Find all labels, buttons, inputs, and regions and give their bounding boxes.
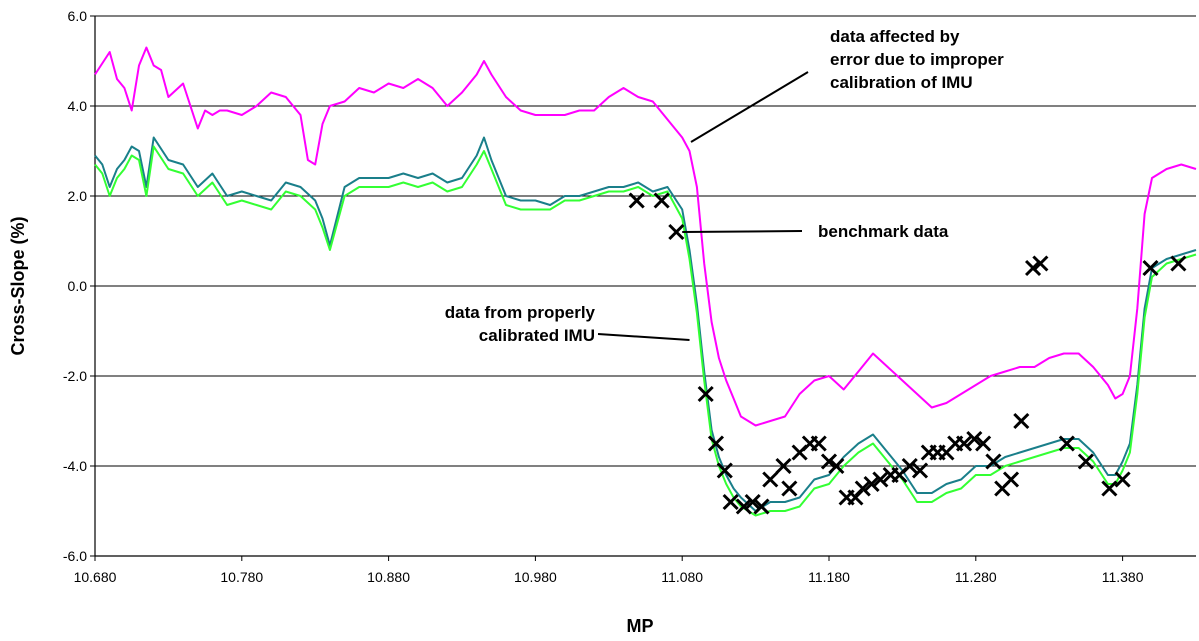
gridlines [95,105,1196,467]
benchmark-marker [985,453,1002,470]
x-tick-label: 10.880 [367,569,410,585]
benchmark-marker [1024,259,1042,277]
annotation-text: error due to improper [830,50,1004,69]
benchmark-marker [697,385,714,403]
benchmark-marker [975,435,992,452]
benchmark-marker [753,498,770,515]
benchmark-marker [966,430,983,448]
benchmark-marker [863,475,880,493]
benchmark-marker [735,498,752,515]
y-tick-label: 6.0 [68,8,88,24]
y-tick-label: 2.0 [68,188,88,204]
x-tick-label: 10.780 [220,569,263,585]
benchmark-marker [1058,435,1075,452]
benchmark-marker [628,192,645,209]
benchmark-marker [1002,471,1020,488]
y-tick-label: -4.0 [63,458,87,474]
benchmark-marker [901,457,918,475]
benchmark-marker [1013,412,1030,430]
benchmark-marker [1077,453,1094,470]
benchmark-marker [722,493,739,511]
benchmark-marker [716,462,733,479]
benchmark-marker [955,435,973,452]
y-tick-label: 4.0 [68,98,88,114]
benchmark-markers [628,192,1187,515]
annotation-text: benchmark data [818,222,949,241]
benchmark-marker [1032,255,1049,272]
benchmark-marker [872,471,889,488]
axes [90,15,1196,561]
y-axis-title: Cross-Slope (%) [8,216,28,355]
x-tick-label: 10.680 [74,569,117,585]
benchmark-marker [653,192,670,209]
annotation-leader-line [597,333,690,341]
benchmark-marker [1142,259,1159,277]
series-line-green [94,145,1197,517]
benchmark-marker [854,480,871,497]
benchmark-marker [781,480,798,497]
y-tick-label: -2.0 [63,368,87,384]
benchmark-marker [707,435,725,452]
benchmark-marker [828,457,845,475]
benchmark-marker [820,453,838,470]
annotations: data affected by error due to improper cal… [445,27,1004,345]
tick-labels: 6.0 4.0 2.0 0.0 -2.0 -4.0 -6.0 10.680 10.780 10.8… [63,8,1144,585]
x-axis-title: MP [627,616,654,636]
benchmark-marker [762,471,779,488]
x-tick-label: 11.280 [955,569,997,585]
x-tick-label: 11.380 [1102,569,1144,585]
benchmark-marker [1114,471,1131,488]
annotation-text: data from properly [445,303,596,322]
benchmark-marker [744,493,761,511]
benchmark-marker [911,462,929,479]
x-tick-label: 11.180 [808,569,850,585]
benchmark-marker [1170,255,1187,272]
benchmark-marker [775,457,792,475]
benchmark-marker [810,435,827,452]
x-tick-label: 10.980 [514,569,557,585]
annotation-leader-line [690,71,809,143]
series-lines [94,46,1197,517]
y-tick-label: -6.0 [63,548,87,564]
annotation-leader-line [682,230,803,233]
x-tick-label: 11.080 [661,569,703,585]
y-tick-label: 0.0 [68,278,88,294]
benchmark-marker [1101,480,1118,497]
series-line-teal [94,136,1197,512]
annotation-text: data affected by [830,27,960,46]
series-line-magenta [94,46,1197,427]
annotation-text: calibration of IMU [830,73,973,92]
annotation-text: calibrated IMU [479,326,595,345]
benchmark-marker [668,223,685,241]
